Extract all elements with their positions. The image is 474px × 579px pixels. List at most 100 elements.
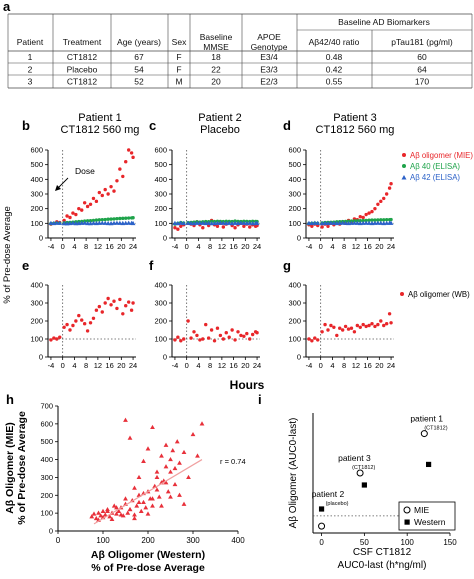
panel-c-series-3-point (218, 220, 223, 225)
panel-h-point (174, 439, 180, 444)
panel-d-series-1-point (379, 199, 383, 204)
panel-b-y-tick-label: 600 (30, 146, 43, 155)
panel-i-western-point (318, 506, 325, 512)
panel-e-x-tick-label: 4 (72, 361, 76, 370)
panel-b-title-line1: Patient 1 (78, 112, 121, 124)
panel-i-x-tick-label: 50 (360, 538, 369, 547)
panel-f-point (179, 339, 183, 343)
panel-b-series-1-point (118, 167, 122, 171)
panel-c-series-3-point (178, 220, 184, 225)
panel-h-point (154, 487, 160, 492)
panel-b-y-tick-label: 0 (39, 234, 43, 243)
panel-g-point (358, 325, 362, 329)
panel-i-x-tick-label: 100 (401, 538, 415, 547)
panel-h-point (163, 464, 169, 469)
panel-d-series-2-point (373, 218, 377, 222)
panel-h-point (102, 512, 108, 517)
panel-f-point (250, 332, 255, 337)
panel-g-y-tick-label: 200 (288, 317, 301, 326)
panel-b-series-3-point (117, 220, 123, 225)
panel-letter-e: e (22, 258, 29, 273)
panel-d-series-1-point (320, 225, 324, 229)
panel-c-series-1-point (233, 226, 237, 230)
panel-f-point (206, 336, 211, 340)
panel-d-series-3-point (354, 220, 360, 225)
panel-d-y-tick-label: 400 (288, 175, 301, 184)
panel-e-point (91, 316, 96, 320)
panel-h-point (150, 496, 155, 501)
panel-f-point (233, 338, 237, 342)
panel-g-point (364, 324, 368, 329)
panel-letter-c: c (149, 118, 156, 133)
panel-d-legend-marker (401, 175, 407, 180)
panel-b-series-2-point (94, 218, 99, 222)
panel-d-series-1-point (382, 196, 386, 201)
panel-d-series-2-point (376, 218, 380, 222)
panel-h-point (125, 510, 131, 515)
panel-c-y-tick-label: 100 (154, 219, 167, 228)
panel-b-series-1-point (112, 189, 116, 193)
panel-g-x-tick-label: -4 (306, 361, 313, 370)
panel-g-point (307, 337, 311, 341)
panel-f-point (192, 330, 196, 334)
panel-c-series-3-point (172, 220, 178, 225)
panel-c-series-3-point (220, 220, 226, 225)
panel-f-point (189, 336, 193, 340)
panel-f-point (221, 337, 226, 341)
table-cell-r2-c6: E3/3 (260, 64, 278, 74)
panel-b-series-1-point (97, 190, 102, 195)
panel-b-x-tick-label: 8 (84, 242, 88, 251)
panel-b-series-1-point (126, 148, 131, 152)
panel-b-series-1-point (131, 155, 135, 160)
panel-f-x-tick-label: 24 (253, 361, 261, 370)
panel-b-series-3-point (54, 220, 60, 225)
panel-d-series-2-point (367, 218, 371, 222)
panel-c-series-1-point (173, 226, 177, 230)
panel-e-point (49, 338, 53, 342)
panel-e-x-tick-label: 20 (117, 361, 125, 370)
table-cell-r3-c3: 52 (134, 77, 144, 87)
panel-d-series-1-point (367, 211, 371, 215)
panel-h-x-label-line2: % of Pre-dose Average (91, 562, 205, 574)
panel-b-series-1-point (85, 204, 90, 209)
panel-e-point (55, 337, 59, 341)
panel-e-point (58, 335, 62, 339)
table-cell-r1-c3: 67 (134, 52, 144, 62)
panel-g-point (310, 339, 314, 343)
table-cell-r3-c1: 3 (28, 77, 33, 87)
panel-c-series-3-point (241, 220, 247, 225)
panel-h-point (114, 511, 119, 516)
panel-i-y-label: Aβ Oligomer (AUC0-last) (288, 418, 299, 529)
panel-h-y-tick-label: 100 (40, 509, 53, 518)
panel-g-point (326, 328, 330, 332)
panel-c-x-tick-label: 8 (208, 242, 212, 251)
panel-d-y-tick-label: 300 (288, 190, 301, 199)
panel-d-series-1-point (361, 215, 365, 220)
panel-b-series-2-point (85, 219, 90, 223)
panel-h-point (93, 515, 99, 521)
panel-h-point (170, 448, 176, 453)
panel-b-series-1-point (103, 187, 107, 192)
panel-d-series-3-point (378, 220, 384, 225)
panel-i-legend-label-mie: MIE (414, 505, 429, 515)
panel-b-series-3-point (130, 220, 136, 226)
panel-d-series-3-point (366, 220, 372, 225)
panel-c-x-tick-label: 4 (196, 242, 200, 251)
panel-h-point (145, 446, 151, 451)
panel-i: 0 50 100 150 patient 1 (CT1812) patient 3 (CT18… (288, 413, 457, 571)
panel-g-point (382, 323, 386, 328)
panel-d-series-1-point (358, 215, 362, 219)
panel-h-point (91, 511, 97, 516)
table-cell-r1-c7: 0.48 (326, 52, 343, 62)
panel-h-point (123, 417, 128, 422)
panel-h-point (150, 424, 155, 430)
panel-h-y-tick-label: 200 (40, 491, 53, 500)
panel-h-x-tick-label: 400 (231, 536, 245, 545)
panel-h-point (96, 510, 101, 515)
table-header-mmse: Baseline MMSE (200, 32, 233, 52)
panel-e-point (62, 325, 66, 329)
panel-h-correlation-label: r = 0.74 (220, 457, 246, 466)
panel-c-y-tick-label: 400 (154, 175, 167, 184)
